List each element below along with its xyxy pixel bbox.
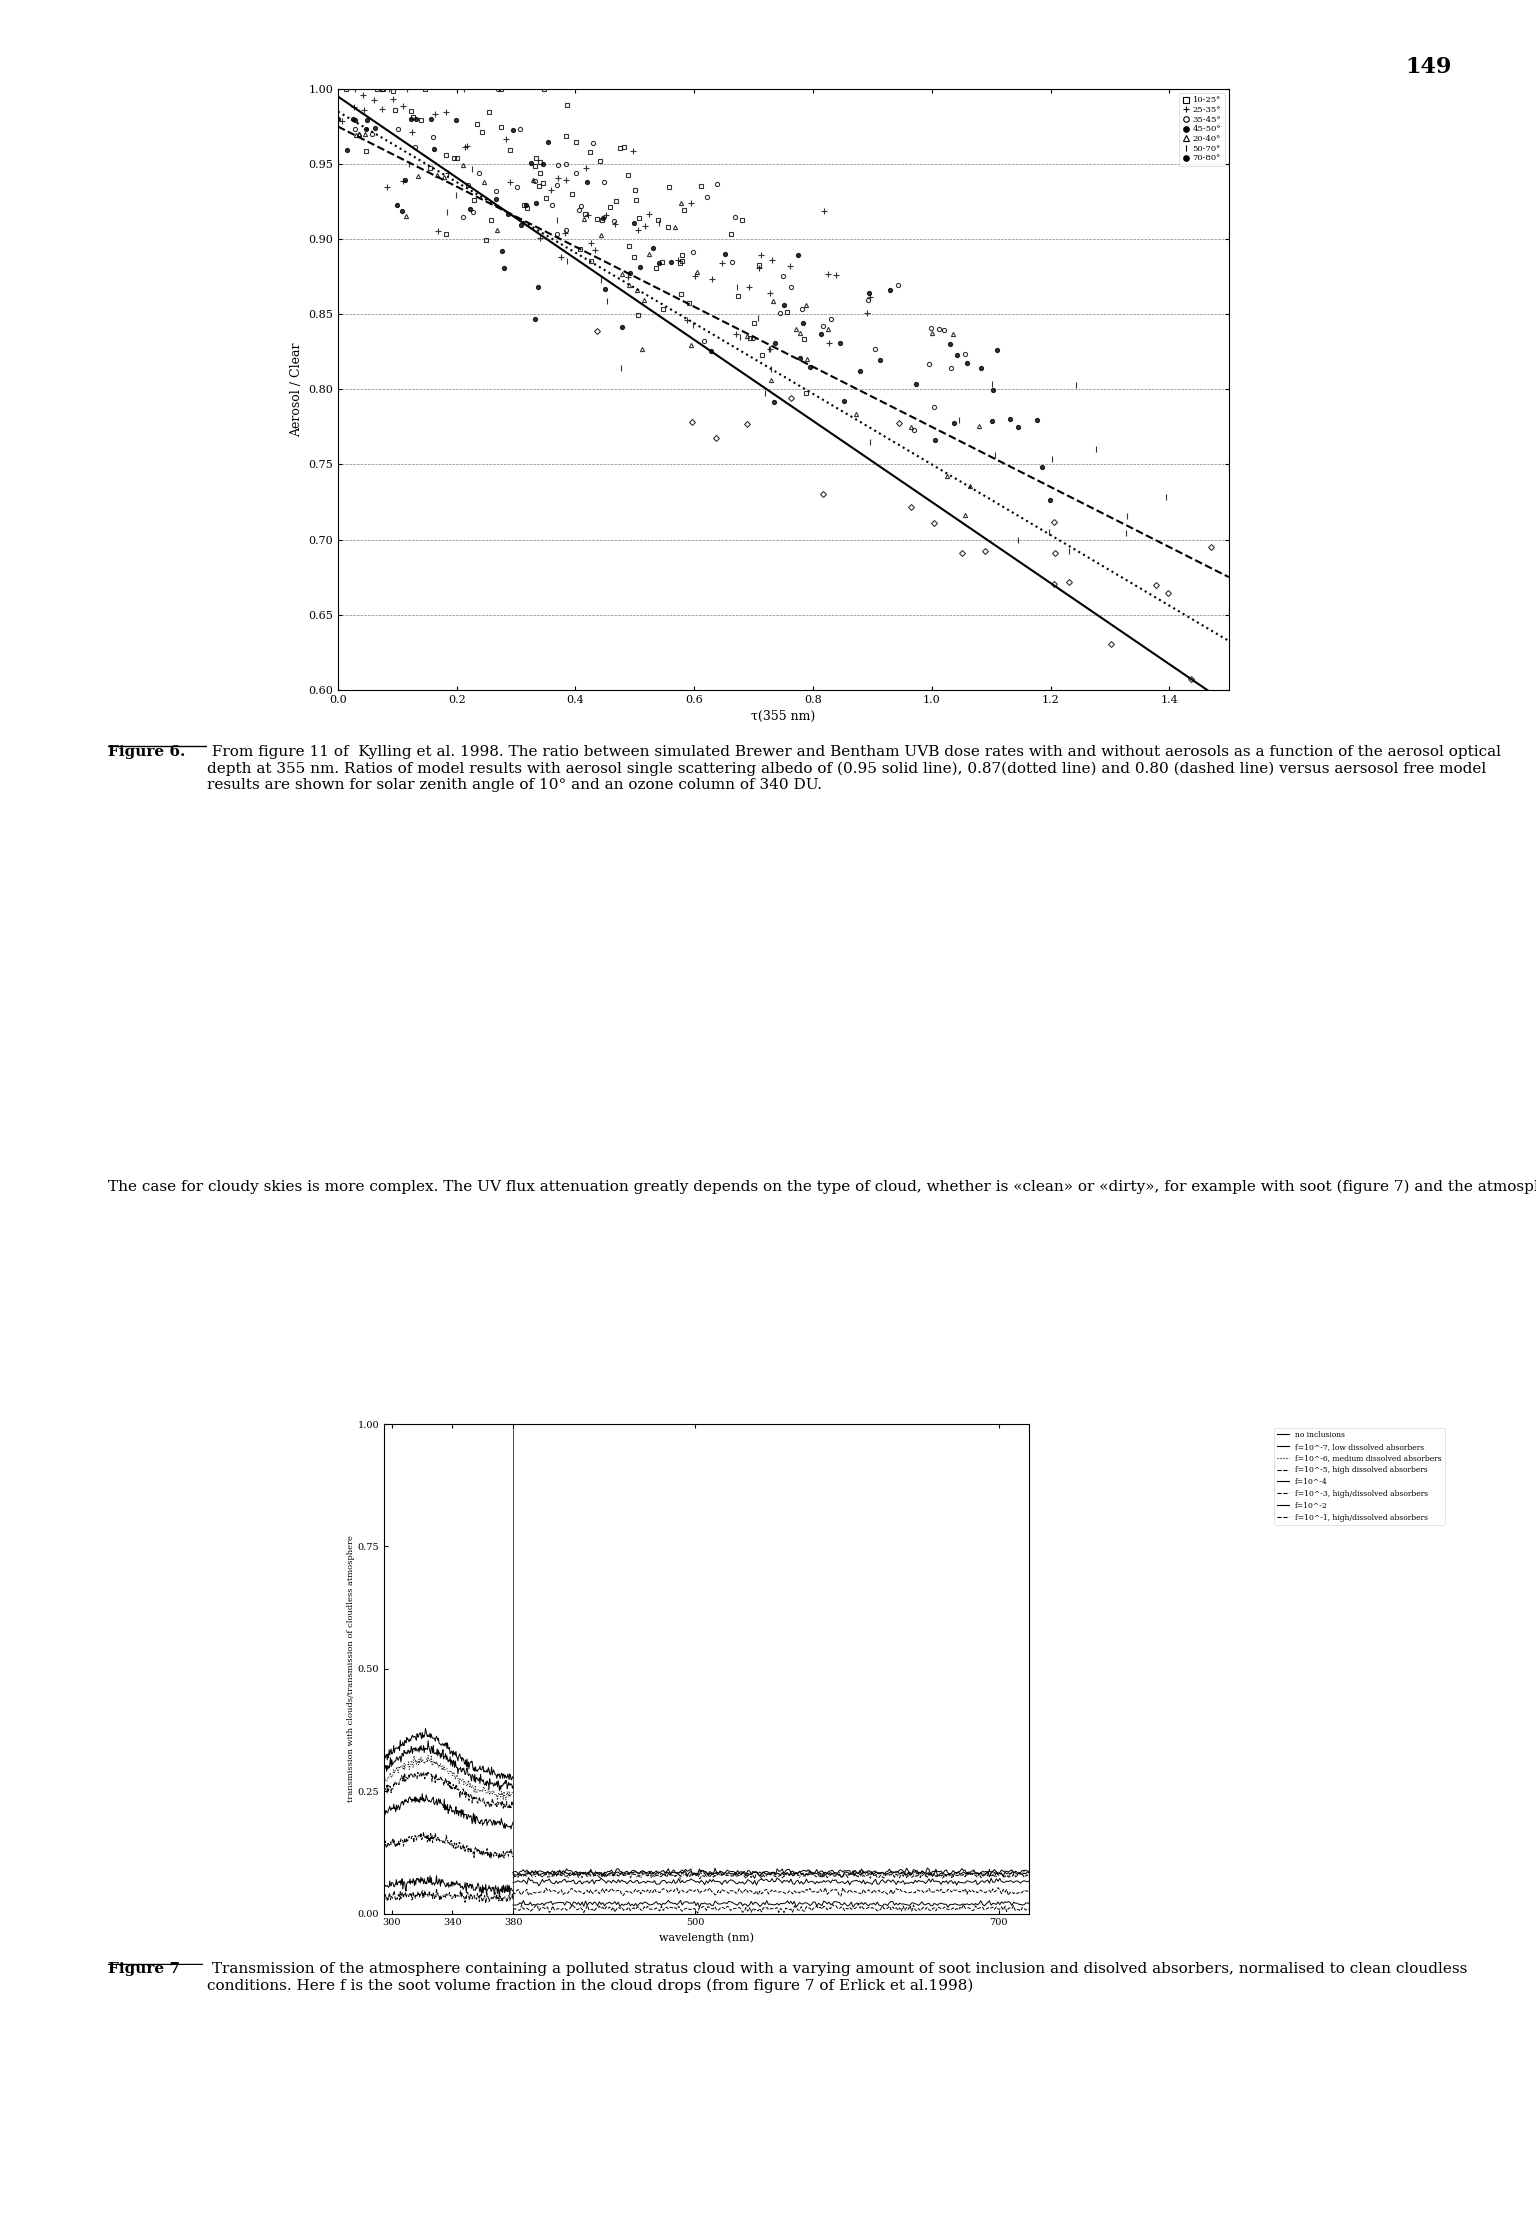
- X-axis label: wavelength (nm): wavelength (nm): [659, 1934, 754, 1942]
- Y-axis label: Aerosol / Clear: Aerosol / Clear: [290, 343, 303, 436]
- Text: From figure 11 of  Kylling et al. 1998. The ratio between simulated Brewer and B: From figure 11 of Kylling et al. 1998. T…: [207, 745, 1501, 792]
- Text: 149: 149: [1405, 56, 1452, 78]
- Legend: no inclusions, f=10^-7, low dissolved absorbers, f=10^-6, medium dissolved absor: no inclusions, f=10^-7, low dissolved ab…: [1275, 1428, 1445, 1524]
- Text: Figure 7: Figure 7: [108, 1962, 180, 1976]
- Text: Figure 6.: Figure 6.: [108, 745, 184, 759]
- Text: The case for cloudy skies is more complex. The UV flux attenuation greatly depen: The case for cloudy skies is more comple…: [108, 1179, 1536, 1193]
- Legend: 10-25°, 25-35°, 35-45°, 45-50°, 20-40°, 50-70°, 70-80°: 10-25°, 25-35°, 35-45°, 45-50°, 20-40°, …: [1178, 93, 1224, 167]
- Y-axis label: transmission with clouds/transmission of cloudless atmosphere: transmission with clouds/transmission of…: [347, 1535, 355, 1802]
- Text: Transmission of the atmosphere containing a polluted stratus cloud with a varyin: Transmission of the atmosphere containin…: [207, 1962, 1468, 1994]
- X-axis label: τ(355 nm): τ(355 nm): [751, 710, 816, 723]
